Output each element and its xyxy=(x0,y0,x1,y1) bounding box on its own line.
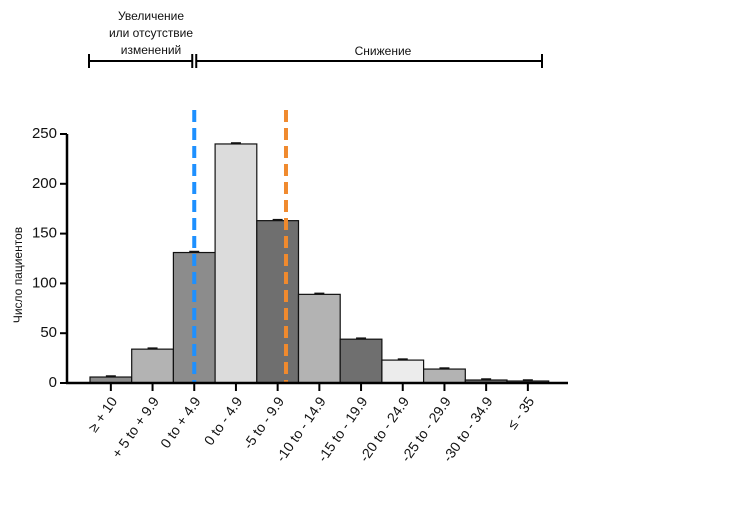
y-ticks: 0 50 100 150 200 250 xyxy=(32,125,67,391)
bar xyxy=(256,220,300,384)
bar xyxy=(339,338,383,384)
bracket-label: или отсутствие xyxy=(109,26,193,40)
axes xyxy=(65,134,568,385)
bracket-label: изменений xyxy=(121,43,181,57)
x-tick-label: ≥ + 10 xyxy=(85,393,121,434)
y-tick-label: 50 xyxy=(40,324,57,341)
bar xyxy=(214,143,258,384)
y-tick-label: 250 xyxy=(32,125,57,142)
bars xyxy=(89,142,550,384)
bar xyxy=(297,293,341,384)
x-tick-label: ≤ - 35 xyxy=(504,393,538,432)
bar xyxy=(381,359,425,384)
bracket-label: Снижение xyxy=(355,44,412,58)
y-tick-label: 100 xyxy=(32,274,57,291)
reference-lines xyxy=(192,110,288,383)
y-tick-label: 200 xyxy=(32,175,57,192)
brackets: Увеличение или отсутствие изменений Снижени… xyxy=(88,9,543,68)
bar xyxy=(131,348,174,384)
bar xyxy=(423,368,466,384)
y-tick-label: 0 xyxy=(49,374,57,391)
y-axis-label: Число пациентов xyxy=(11,227,25,323)
x-ticks: ≥ + 10+ 5 to + 9.90 to + 4.90 to - 4.9-5… xyxy=(85,383,538,465)
y-tick-label: 150 xyxy=(32,225,57,242)
x-tick-label: 0 to + 4.9 xyxy=(157,394,204,451)
bracket-label: Увеличение xyxy=(118,9,184,23)
x-tick-label: 0 to - 4.9 xyxy=(201,394,246,449)
